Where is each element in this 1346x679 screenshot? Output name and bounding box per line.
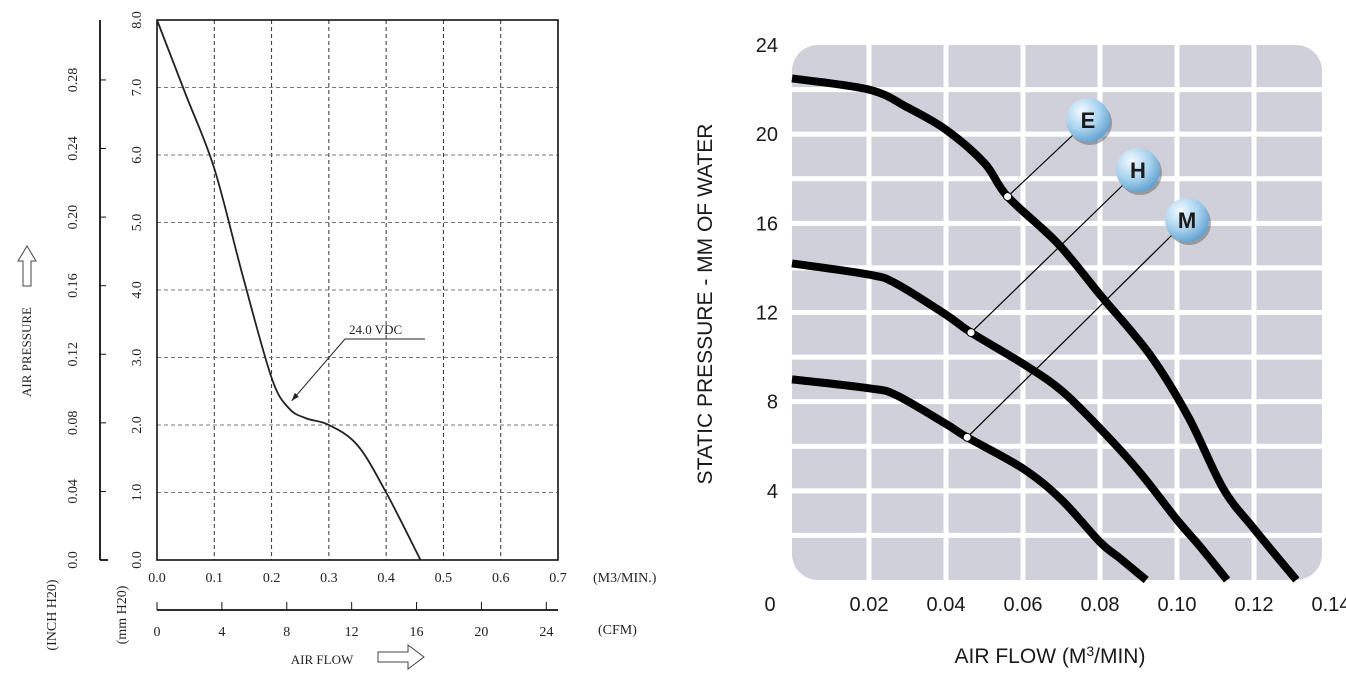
series-marker	[962, 432, 972, 442]
annotation-leader	[291, 338, 346, 402]
x-tick-label: 0.08	[1081, 594, 1120, 616]
x-secondary-tick-label: 24	[539, 625, 553, 640]
x-axis-title: AIR FLOW	[291, 652, 354, 667]
y-tick-label: 24	[756, 35, 778, 57]
y-axis-title: STATIC PRESSURE - MM OF WATER	[694, 124, 717, 485]
y-unit-label: (mm H20)	[115, 585, 130, 644]
y-tick-label: 5.0	[130, 214, 145, 232]
x-axis-title-main: AIR FLOW (M	[955, 645, 1087, 668]
x-secondary-tick-label: 4	[218, 625, 225, 640]
y-secondary-tick-label: 0.08	[66, 411, 81, 436]
x-tick-label: 0.6	[492, 571, 510, 586]
y-secondary-tick-label: 0.16	[66, 273, 81, 298]
y-tick-label: 6.0	[130, 146, 145, 164]
y-secondary-tick-label: 0.24	[66, 136, 81, 161]
annotation-arrowhead	[291, 392, 299, 401]
x-tick-label: 0.5	[435, 571, 453, 586]
series-marker	[1003, 192, 1013, 202]
x-tick-label: 0.0	[148, 571, 166, 586]
x-tick-label: 0.2	[263, 571, 281, 586]
x-axis-title: AIR FLOW (M3/MIN)	[955, 643, 1146, 668]
series-line-m	[791, 375, 1149, 584]
plot-frame	[156, 19, 559, 561]
badge-leader-line	[1007, 133, 1075, 198]
x-tick-label: 0.7	[549, 571, 567, 586]
y-secondary-tick-label: 0.28	[66, 68, 81, 93]
x-tick-label: 0.04	[927, 594, 966, 616]
right-chart: 0 0.02 0.04 0.06 0.08 0.10 0.12 0.14 4 8 12 16 20 24 S…	[694, 35, 1346, 668]
series-badge-label: M	[1178, 208, 1196, 233]
y-secondary-tick-label: 0.12	[66, 342, 81, 367]
up-arrow-icon	[17, 245, 37, 287]
x-secondary-tick-label: 12	[345, 625, 359, 640]
x-secondary-unit-label: (CFM)	[598, 623, 637, 638]
x-tick-label: 0.1	[206, 571, 224, 586]
y-tick-label: 12	[756, 303, 778, 325]
y-tick-label: 8	[767, 392, 778, 414]
badge-leader-line	[970, 183, 1125, 333]
x-tick-label: 0.06	[1004, 594, 1043, 616]
series-badge	[1116, 148, 1160, 192]
x-axis-title-superscript: 3	[1086, 643, 1094, 659]
x-tick-label: 0.3	[320, 571, 338, 586]
x-secondary-tick-label: 0	[154, 625, 161, 640]
series-badge	[1066, 98, 1110, 142]
y-tick-label: 1.0	[130, 484, 145, 502]
x-tick-label: 0.14	[1312, 594, 1346, 616]
y-tick-label: 4	[767, 481, 778, 503]
series-line	[156, 19, 422, 561]
x-secondary-tick-label: 16	[410, 625, 424, 640]
y-secondary-unit-label: (INCH H20)	[45, 579, 60, 650]
x-secondary-tick-label: 8	[283, 625, 290, 640]
y-tick-label: 0.0	[130, 551, 145, 569]
y-secondary-tick-label: 0.0	[66, 551, 81, 569]
badge-leader-line	[966, 233, 1174, 438]
series-marker	[966, 328, 976, 338]
right-arrow-icon	[377, 644, 425, 670]
series-badge	[1165, 198, 1209, 242]
left-chart: 0.0 0.1 0.2 0.3 0.4 0.5 0.6 0.7 (M3/MIN.) 0.0 1.0 2…	[17, 11, 657, 670]
y-tick-label: 2.0	[130, 416, 145, 434]
x-tick-label: 0	[764, 594, 775, 616]
y-tick-label: 3.0	[130, 349, 145, 367]
x-tick-label: 0.4	[377, 571, 395, 586]
y-tick-label: 20	[756, 124, 778, 146]
y-tick-label: 7.0	[130, 79, 145, 97]
series-line-h	[791, 259, 1231, 583]
y-secondary-tick-label: 0.04	[66, 479, 81, 504]
x-unit-label: (M3/MIN.)	[593, 571, 657, 586]
y-tick-label: 4.0	[130, 281, 145, 299]
series-badge-label: E	[1081, 108, 1096, 133]
y-secondary-tick-label: 0.20	[66, 205, 81, 230]
x-tick-label: 0.12	[1235, 594, 1274, 616]
x-secondary-tick-label: 20	[474, 625, 488, 640]
y-tick-label: 8.0	[130, 11, 145, 29]
annotation-label: 24.0 VDC	[349, 322, 402, 337]
y-tick-label: 16	[756, 213, 778, 235]
x-tick-label: 0.10	[1158, 594, 1197, 616]
y-axis-title: AIR PRESSURE	[19, 307, 34, 397]
series-badge-label: H	[1130, 158, 1146, 183]
x-axis-title-tail: /MIN)	[1094, 645, 1145, 668]
x-tick-label: 0.02	[850, 594, 889, 616]
